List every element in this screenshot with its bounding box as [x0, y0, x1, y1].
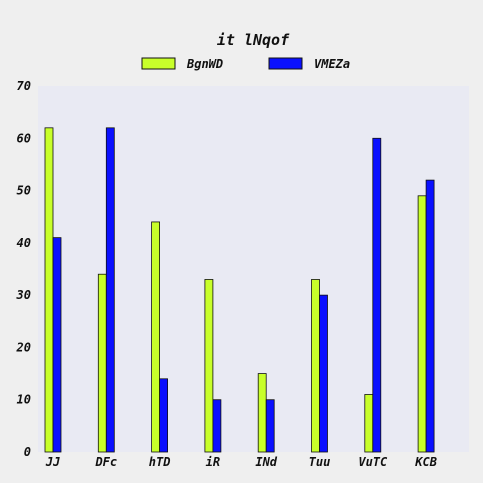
bar-vmeza-kcb [425, 179, 435, 453]
bar-vmeza-tuu [319, 294, 328, 453]
y-tick-label: 30 [16, 288, 31, 302]
bar-bgnwd-htd [151, 221, 161, 453]
bar-vmeza-dfc [105, 127, 115, 453]
y-tick-label: 50 [17, 184, 31, 198]
y-tick-label: 60 [17, 131, 31, 145]
y-tick-label: 10 [17, 393, 31, 407]
bar-bgnwd-kcb [417, 195, 427, 453]
bar-vmeza-htd [159, 378, 169, 453]
y-tick-label: 40 [17, 236, 31, 250]
legend-swatch-bgnwd [141, 57, 176, 70]
x-tick-label: VuTC [358, 455, 388, 469]
x-tick-label: KCB [414, 455, 437, 469]
chart-title: it lNqof [217, 31, 290, 49]
bar-bgnwd-dfc [97, 273, 107, 453]
bar-vmeza-jj [52, 237, 62, 453]
x-tick-label: Tuu [309, 455, 331, 469]
bars [44, 127, 435, 453]
bar-bgnwd-tuu [311, 279, 320, 453]
legend: BgnWD VMEZa [141, 57, 350, 71]
y-tick-label: 70 [17, 79, 31, 93]
bar-vmeza-vutc [372, 137, 382, 453]
bar-vmeza-ir [212, 399, 222, 453]
bar-vmeza-ind [265, 399, 275, 453]
bar-bgnwd-jj [44, 127, 54, 453]
x-axis-ticks: JJ DFc hTD iR INd Tuu VuTC KCB [45, 455, 437, 469]
bar-bgnwd-ir [204, 279, 214, 453]
x-tick-label: DFc [94, 455, 117, 469]
x-tick-label: iR [206, 455, 220, 469]
y-tick-label: 20 [16, 340, 31, 354]
y-tick-label: 0 [24, 445, 31, 459]
y-axis-ticks: 0 10 20 30 40 50 60 70 [16, 79, 31, 459]
x-tick-label: hTD [149, 455, 171, 469]
legend-label-bgnwd: BgnWD [186, 57, 223, 71]
x-tick-label: INd [255, 455, 277, 469]
bar-bgnwd-ind [257, 373, 267, 453]
legend-label-vmeza: VMEZa [314, 57, 350, 71]
bar-bgnwd-vutc [364, 394, 374, 453]
x-tick-label: JJ [45, 455, 60, 469]
legend-swatch-vmeza [268, 57, 303, 70]
